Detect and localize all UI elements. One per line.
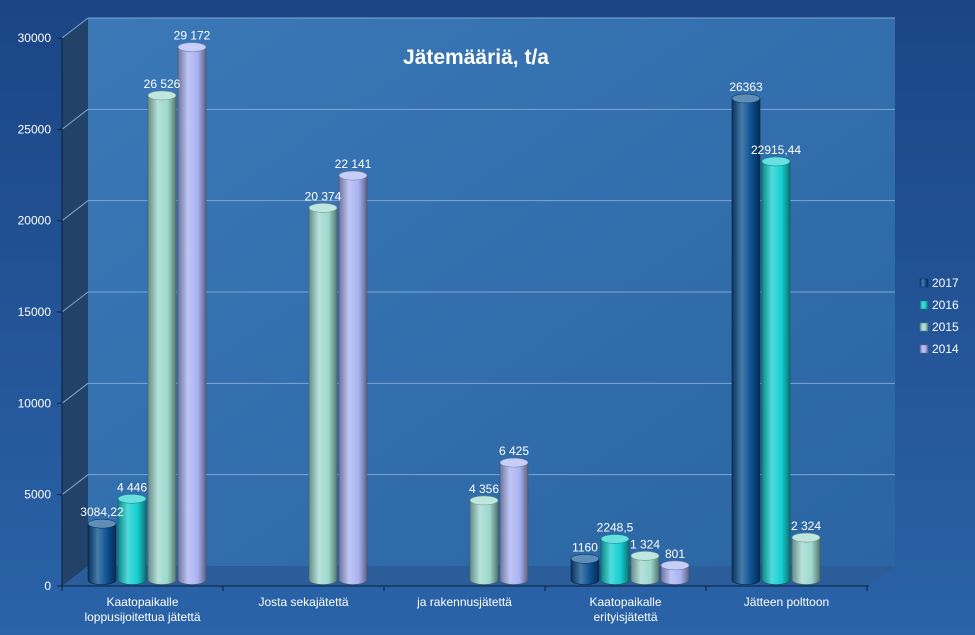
bar [87, 523, 117, 585]
x-category-label: Kaatopaikalle loppusijoitettua jätettä [84, 595, 200, 624]
data-label: 801 [665, 547, 685, 561]
legend-label: 2014 [932, 342, 959, 356]
y-tick-label: 10000 [18, 396, 52, 410]
y-tick-label: 0 [44, 579, 51, 593]
bar-top [338, 170, 368, 181]
bar [630, 555, 660, 585]
bar [600, 538, 630, 585]
data-label: 22915,44 [751, 143, 801, 157]
bar [469, 500, 499, 585]
gridline-side [61, 291, 89, 313]
bar [117, 498, 147, 585]
legend-swatch [919, 322, 929, 332]
gridlines [61, 17, 895, 496]
data-label: 2248,5 [597, 520, 634, 534]
x-axis: Kaatopaikalle loppusijoitettua jätettä Jos… [61, 585, 869, 624]
data-label: 6 425 [499, 444, 529, 458]
y-tick-label: 5000 [24, 488, 51, 502]
x-category-label: Kaatopaikalle erityisjätettä [589, 595, 661, 624]
y-axis: 0 5000 10000 15000 20000 25000 30000 [18, 31, 63, 593]
legend-item: 2017 [919, 276, 959, 290]
bar [660, 565, 690, 585]
data-label: 1 324 [630, 537, 660, 551]
legend-swatch [919, 278, 929, 288]
y-tick-label: 30000 [18, 31, 52, 45]
bar-top [570, 554, 600, 564]
data-label: 22 141 [335, 157, 372, 171]
data-labels: 3084,22 4 446 26 526 29 172 20 374 22 141 4 35… [80, 29, 821, 561]
gridline-side [61, 200, 89, 222]
bar-top [731, 93, 761, 104]
bar [761, 161, 791, 585]
x-category-label: ja rakennusjätettä [416, 595, 512, 609]
bar-top [469, 495, 499, 506]
legend-swatch [919, 344, 929, 354]
bar-top [600, 534, 630, 544]
data-label: 26 526 [144, 77, 181, 91]
gridline-side [61, 474, 89, 496]
data-label: 26363 [729, 80, 763, 94]
legend-item: 2014 [919, 342, 959, 356]
chart-title: Jätemääriä, t/a [403, 46, 549, 69]
bars [87, 42, 821, 585]
legend: 2017 2016 2015 2014 [919, 276, 959, 356]
legend-swatch [919, 300, 929, 310]
y-tick-label: 25000 [18, 122, 52, 136]
gridline-side [61, 382, 89, 404]
bar-top [117, 493, 147, 504]
bar-top [499, 457, 529, 468]
bar-top [87, 518, 117, 529]
data-label: 3084,22 [80, 505, 124, 519]
bar-top [177, 42, 207, 52]
bar-top [761, 156, 791, 167]
legend-label: 2016 [932, 298, 959, 312]
bar [147, 95, 177, 585]
legend-item: 2016 [919, 298, 959, 312]
gridline-side [61, 17, 89, 39]
y-tick-label: 20000 [18, 214, 52, 228]
data-label: 29 172 [174, 29, 211, 43]
bar-top [630, 551, 660, 561]
bar [308, 207, 338, 585]
bar-top [791, 532, 821, 543]
bar [731, 98, 761, 585]
bar [499, 462, 529, 585]
y-tick-label: 15000 [18, 305, 52, 319]
x-category-label: Josta sekajätettä [258, 595, 348, 609]
bar [177, 46, 207, 585]
legend-item: 2015 [919, 320, 959, 334]
data-label: 2 324 [791, 519, 821, 533]
data-label: 1160 [572, 540, 598, 554]
gridline-side [61, 108, 89, 130]
bar [338, 175, 368, 585]
bar-top [147, 90, 177, 101]
legend-label: 2017 [932, 276, 959, 290]
legend-label: 2015 [932, 320, 959, 334]
data-label: 4 356 [469, 482, 499, 496]
data-label: 4 446 [117, 480, 147, 494]
bar-top [308, 203, 338, 213]
bar [791, 537, 821, 585]
data-label: 20 374 [305, 189, 342, 203]
bar [570, 558, 600, 585]
x-category-label: Jätteen polttoon [744, 595, 829, 609]
bar-top [660, 560, 690, 571]
